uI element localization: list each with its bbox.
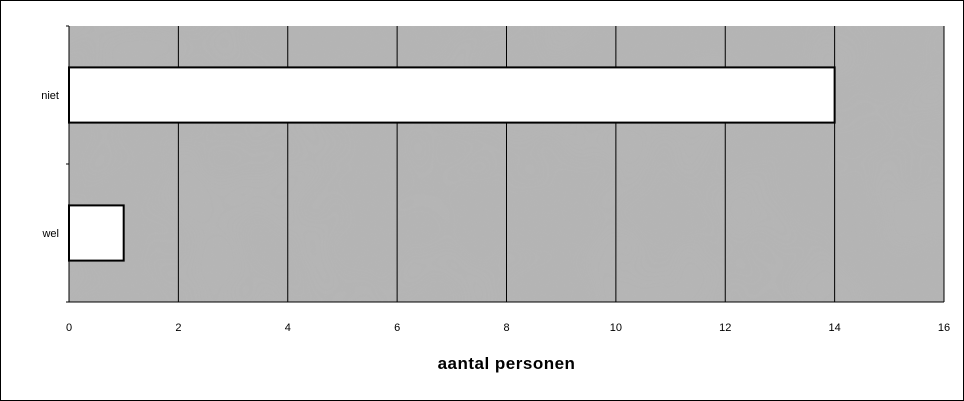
x-tick-label: 2	[175, 322, 181, 334]
bar-wel	[69, 205, 124, 260]
x-tick-label: 12	[719, 322, 731, 334]
x-tick-label: 14	[829, 322, 841, 334]
category-label-wel: wel	[41, 228, 59, 240]
x-tick-label: 8	[503, 322, 509, 334]
x-tick-label: 16	[938, 322, 950, 334]
x-tick-labels: 0 2 4 6 8 10 12 14 16	[66, 322, 950, 334]
x-tick-label: 4	[285, 322, 291, 334]
x-axis-title: aantal personen	[438, 354, 576, 373]
category-labels: niet wel	[41, 90, 59, 240]
x-tick-label: 0	[66, 322, 72, 334]
category-label-niet: niet	[41, 90, 59, 102]
x-tick-label: 6	[394, 322, 400, 334]
bar-niet	[69, 67, 835, 122]
x-tick-label: 10	[610, 322, 622, 334]
